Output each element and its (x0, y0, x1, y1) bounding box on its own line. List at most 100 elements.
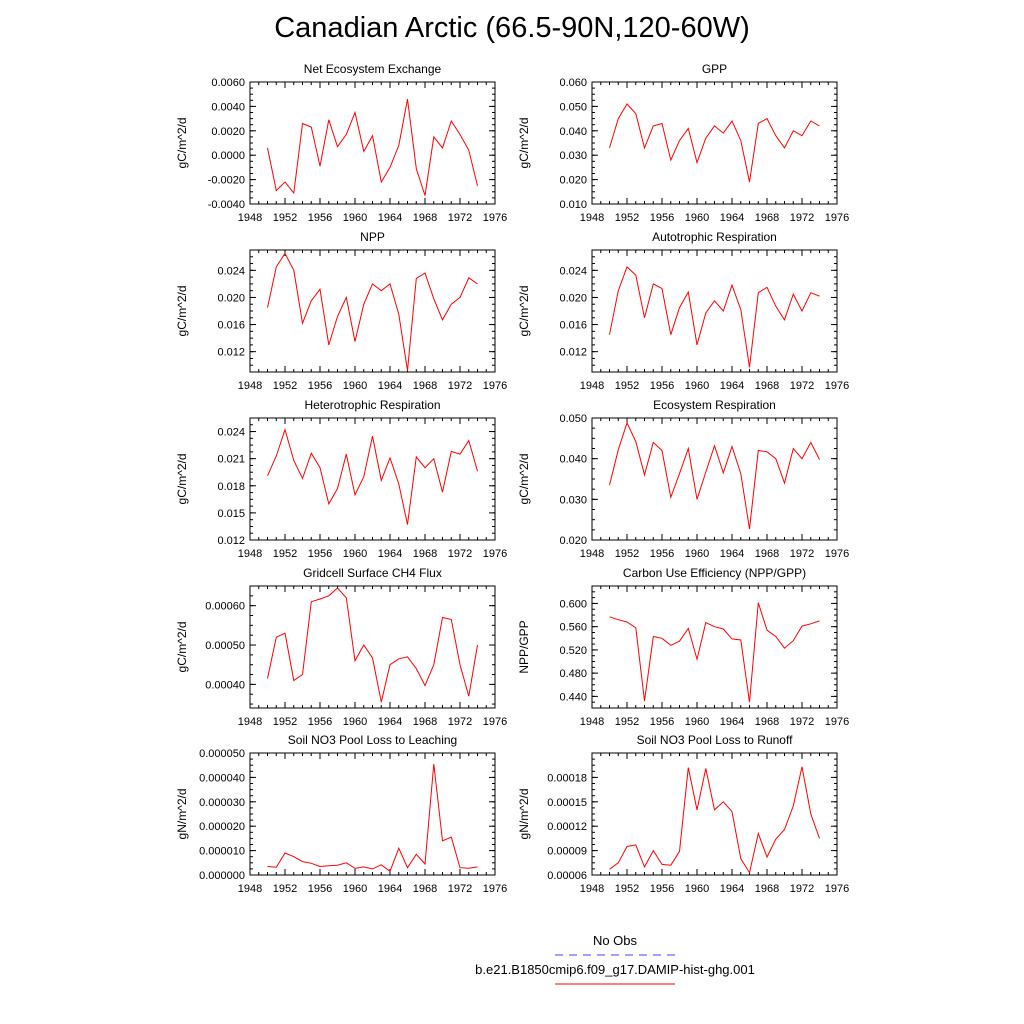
x-tick-label: 1976 (825, 716, 849, 728)
x-tick-label: 1972 (448, 548, 472, 560)
plot-frame (249, 249, 496, 373)
x-tick-label: 1968 (413, 548, 437, 560)
x-tick-label: 1960 (685, 548, 709, 560)
x-tick-label: 1960 (685, 883, 709, 895)
panel-9: Soil NO3 Pool Loss to Leaching gN/m^2/d 19… (175, 733, 507, 895)
y-tick-label: 0.024 (559, 265, 587, 277)
y-tick-label: 0.040 (559, 126, 587, 138)
y-tick-label: 0.000020 (199, 821, 245, 833)
series-line (267, 428, 478, 525)
x-tick-label: 1956 (650, 548, 674, 560)
panel-title: Soil NO3 Pool Loss to Leaching (288, 733, 457, 747)
x-tick-label: 1968 (413, 212, 437, 224)
series-line (609, 421, 820, 530)
panel-title: Soil NO3 Pool Loss to Runoff (637, 733, 794, 747)
y-tick-label: 0.000040 (199, 772, 245, 784)
y-tick-label: 0.00040 (205, 679, 245, 691)
x-tick-label: 1972 (448, 883, 472, 895)
plot-frame (591, 585, 838, 709)
x-tick-label: 1956 (308, 212, 332, 224)
x-tick-label: 1948 (580, 716, 604, 728)
x-tick-label: 1952 (615, 716, 639, 728)
x-tick-label: 1976 (483, 883, 507, 895)
panel-title: GPP (702, 62, 727, 76)
x-tick-label: 1976 (825, 883, 849, 895)
y-tick-label: 0.018 (217, 481, 245, 493)
x-tick-label: 1972 (790, 380, 814, 392)
x-tick-label: 1952 (273, 716, 297, 728)
y-tick-label: 0.00012 (547, 821, 587, 833)
x-tick-label: 1976 (483, 380, 507, 392)
series-line (267, 99, 478, 196)
x-tick-label: 1964 (378, 716, 402, 728)
x-tick-label: 1948 (238, 380, 262, 392)
panel-8: Carbon Use Efficiency (NPP/GPP) NPP/GPP 19… (517, 566, 849, 728)
x-tick-label: 1972 (790, 548, 814, 560)
y-axis-label: gC/m^2/d (175, 118, 189, 169)
panel-title: Heterotrophic Respiration (304, 398, 440, 412)
panel-10: Soil NO3 Pool Loss to Runoff gN/m^2/d 1948… (517, 733, 849, 895)
y-tick-label: 0.000030 (199, 797, 245, 809)
y-axis-label: gC/m^2/d (175, 622, 189, 673)
x-tick-label: 1956 (650, 716, 674, 728)
panel-4: Autotrophic Respiration gC/m^2/d 1948 1952 1… (517, 230, 849, 392)
panel-3: NPP gC/m^2/d 1948 1952 1956 1960 1964 1968 1972 1… (175, 230, 507, 392)
y-axis-label: gC/m^2/d (175, 454, 189, 505)
y-axis-label: gC/m^2/d (517, 118, 531, 169)
y-tick-label: 0.00050 (205, 640, 245, 652)
x-tick-label: 1964 (378, 548, 402, 560)
x-tick-label: 1972 (448, 716, 472, 728)
x-tick-label: 1956 (308, 716, 332, 728)
x-tick-label: 1968 (755, 548, 779, 560)
y-tick-label: 0.030 (559, 494, 587, 506)
y-tick-label: 0.00006 (547, 870, 587, 882)
y-tick-label: 0.020 (217, 292, 245, 304)
x-tick-label: 1960 (343, 548, 367, 560)
y-tick-label: 0.050 (559, 413, 587, 425)
x-tick-label: 1968 (413, 716, 437, 728)
x-tick-label: 1948 (580, 883, 604, 895)
y-axis-label: gC/m^2/d (175, 286, 189, 337)
y-tick-label: 0.000050 (199, 748, 245, 760)
y-tick-label: 0.000000 (199, 870, 245, 882)
x-tick-label: 1948 (238, 883, 262, 895)
x-tick-label: 1964 (720, 548, 744, 560)
x-tick-label: 1952 (615, 548, 639, 560)
x-tick-label: 1956 (308, 548, 332, 560)
y-axis-label: gC/m^2/d (517, 286, 531, 337)
x-tick-label: 1956 (308, 380, 332, 392)
x-tick-label: 1976 (483, 716, 507, 728)
plot-frame (591, 752, 838, 876)
x-tick-label: 1960 (343, 380, 367, 392)
x-tick-label: 1972 (448, 212, 472, 224)
y-tick-label: 0.012 (217, 535, 245, 547)
x-tick-label: 1964 (720, 883, 744, 895)
series-line (609, 602, 820, 703)
y-axis-label: gN/m^2/d (517, 789, 531, 840)
x-tick-label: 1972 (790, 883, 814, 895)
y-tick-label: 0.00060 (205, 601, 245, 613)
series-line (609, 766, 820, 874)
x-tick-label: 1952 (615, 380, 639, 392)
y-tick-label: 0.0020 (211, 126, 245, 138)
y-tick-label: 0.016 (559, 320, 587, 332)
y-tick-label: 0.015 (217, 508, 245, 520)
y-tick-label: 0.040 (559, 454, 587, 466)
x-tick-label: 1976 (825, 380, 849, 392)
y-tick-label: 0.600 (559, 598, 587, 610)
y-tick-label: 0.012 (559, 347, 587, 359)
x-tick-label: 1948 (238, 716, 262, 728)
y-tick-label: -0.0020 (208, 175, 245, 187)
series-line (609, 266, 820, 368)
y-tick-label: 0.020 (559, 535, 587, 547)
x-tick-label: 1952 (273, 883, 297, 895)
plot-frame (591, 417, 838, 541)
x-tick-label: 1948 (580, 212, 604, 224)
y-tick-label: 0.480 (559, 668, 587, 680)
y-tick-label: 0.440 (559, 691, 587, 703)
y-tick-label: 0.520 (559, 645, 587, 657)
x-tick-label: 1960 (343, 716, 367, 728)
x-tick-label: 1964 (378, 380, 402, 392)
x-tick-label: 1948 (238, 548, 262, 560)
